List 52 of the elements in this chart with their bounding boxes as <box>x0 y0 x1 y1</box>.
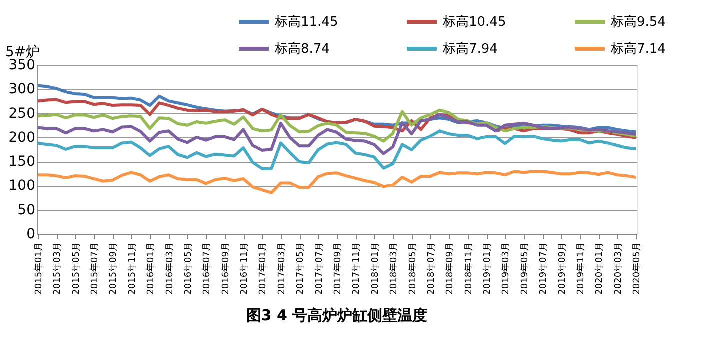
x-tick-label: 2016年05月 <box>182 242 194 295</box>
x-tick-label: 2019年01月 <box>482 242 494 295</box>
x-tick-label: 2019年07月 <box>538 242 550 295</box>
y-tick-label: 50 <box>18 202 36 218</box>
legend-label: 标高9.54 <box>610 14 666 30</box>
x-tick-label: 2018年03月 <box>388 242 400 295</box>
legend-label: 标高11.45 <box>274 14 338 30</box>
x-tick-label: 2017年07月 <box>314 242 325 295</box>
x-tick-label: 2017年09月 <box>332 242 344 295</box>
line-series <box>36 113 638 156</box>
x-tick-label: 2019年11月 <box>575 242 586 295</box>
legend-label: 标高8.74 <box>274 41 330 57</box>
x-tick-label: 2015年11月 <box>126 242 138 295</box>
x-tick-label: 2016年09月 <box>220 242 232 295</box>
y-tick-label: 200 <box>8 130 36 146</box>
legend-label: 标高7.94 <box>442 41 498 57</box>
x-tick-label: 2018年07月 <box>426 242 437 295</box>
x-tick-label: 2020年03月 <box>612 242 624 295</box>
x-tick-label: 2020年05月 <box>632 242 643 295</box>
x-tick-label: 2015年03月 <box>52 242 64 295</box>
x-tick-label: 2019年03月 <box>500 242 512 295</box>
x-tick-label: 2017年01月 <box>258 242 269 295</box>
x-tick-label: 2018年11月 <box>463 242 474 295</box>
x-tick-label: 2020年01月 <box>594 242 606 295</box>
x-tick-label: 2015年09月 <box>108 242 120 295</box>
caption: 图3 4 号高炉炉缸侧壁温度 <box>246 306 428 324</box>
x-tick-label: 2018年01月 <box>370 242 381 295</box>
line-series <box>36 130 638 170</box>
x-tick-label: 2019年05月 <box>519 242 530 295</box>
y-tick-label: 150 <box>8 154 36 170</box>
y-tick-label: 250 <box>8 106 36 122</box>
x-tick-label: 2018年09月 <box>444 242 456 295</box>
y-axis-title: 5#炉 <box>6 44 40 60</box>
line-series <box>36 170 638 194</box>
y-tick-label: 350 <box>8 58 36 74</box>
x-tick-label: 2016年03月 <box>164 242 176 295</box>
legend-label: 标高10.45 <box>442 14 506 30</box>
x-tick-label: 2017年11月 <box>351 242 362 295</box>
x-tick-label: 2017年05月 <box>295 242 306 295</box>
y-tick-label: 0 <box>26 226 36 242</box>
x-tick-label: 2015年01月 <box>33 242 44 295</box>
x-tick-label: 2018年05月 <box>407 242 418 295</box>
y-tick-label: 300 <box>8 82 36 98</box>
x-tick-label: 2016年07月 <box>202 242 213 295</box>
x-tick-label: 2016年11月 <box>239 242 250 295</box>
x-tick-label: 2015年07月 <box>90 242 101 295</box>
y-tick-label: 100 <box>8 178 36 194</box>
x-tick-label: 2015年05月 <box>70 242 82 295</box>
x-tick-label: 2019年09月 <box>556 242 568 295</box>
x-tick-label: 2017年03月 <box>276 242 288 295</box>
legend-label: 标高7.14 <box>610 41 666 57</box>
x-tick-label: 2016年01月 <box>146 242 157 295</box>
